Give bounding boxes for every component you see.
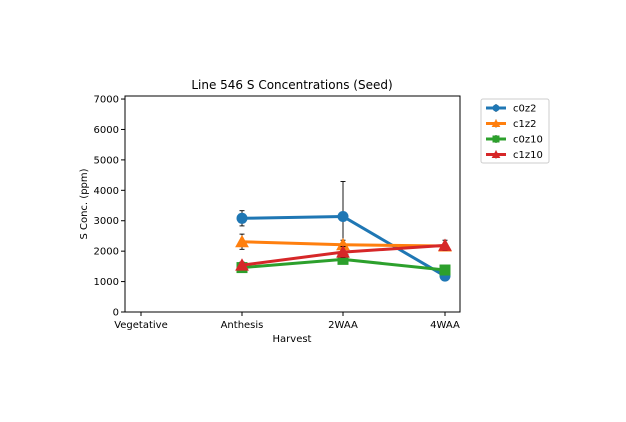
legend-box — [480, 98, 550, 164]
axes: 0 1000 2000 3000 4000 5000 6000 7000 Vegetative A… — [94, 95, 460, 331]
data-point — [337, 210, 349, 222]
legend-marker — [491, 119, 501, 127]
data-point — [235, 234, 249, 248]
legend-marker — [492, 104, 500, 112]
x-tick-label: 2WAA — [328, 320, 358, 331]
y-axis-label: S Conc. (ppm) — [79, 168, 90, 239]
y-tick-label: 2000 — [94, 247, 119, 258]
y-tick-label: 7000 — [94, 95, 119, 106]
x-axis-label: Harvest — [273, 334, 312, 345]
data-point — [438, 238, 452, 251]
data-point — [439, 264, 451, 276]
legend-item: c1z2 — [486, 119, 536, 130]
data-point — [235, 258, 249, 271]
legend-label: c0z10 — [513, 135, 543, 146]
data-point — [236, 212, 248, 224]
y-tick-label: 0 — [113, 308, 119, 319]
plot-frame — [124, 95, 461, 313]
legend-item: c0z2 — [486, 104, 536, 115]
data-point — [336, 245, 350, 258]
y-tick-label: 1000 — [94, 277, 119, 288]
series-c1z10 — [235, 238, 452, 271]
chart-title: Line 546 S Concentrations (Seed) — [191, 78, 392, 92]
y-tick-label: 4000 — [94, 186, 119, 197]
y-tick-label: 3000 — [94, 216, 119, 227]
y-tick-label: 5000 — [94, 155, 119, 166]
legend-item: c1z10 — [486, 150, 543, 161]
legend-label: c1z2 — [513, 119, 536, 130]
legend-item: c0z10 — [486, 135, 543, 146]
data-point — [337, 253, 349, 265]
legend-label: c1z10 — [513, 150, 543, 161]
legend-label: c0z2 — [513, 104, 536, 115]
x-tick-label: Anthesis — [221, 320, 264, 331]
y-tick-label: 6000 — [94, 125, 119, 136]
legend-marker — [491, 150, 501, 158]
plot-area — [235, 181, 452, 282]
legend-marker — [492, 135, 500, 143]
legend: c0z2 c1z2 c0z10 c1z10 — [480, 98, 550, 164]
x-tick-label: 4WAA — [430, 320, 460, 331]
x-tick-label: Vegetative — [114, 320, 168, 331]
data-point — [336, 237, 350, 251]
